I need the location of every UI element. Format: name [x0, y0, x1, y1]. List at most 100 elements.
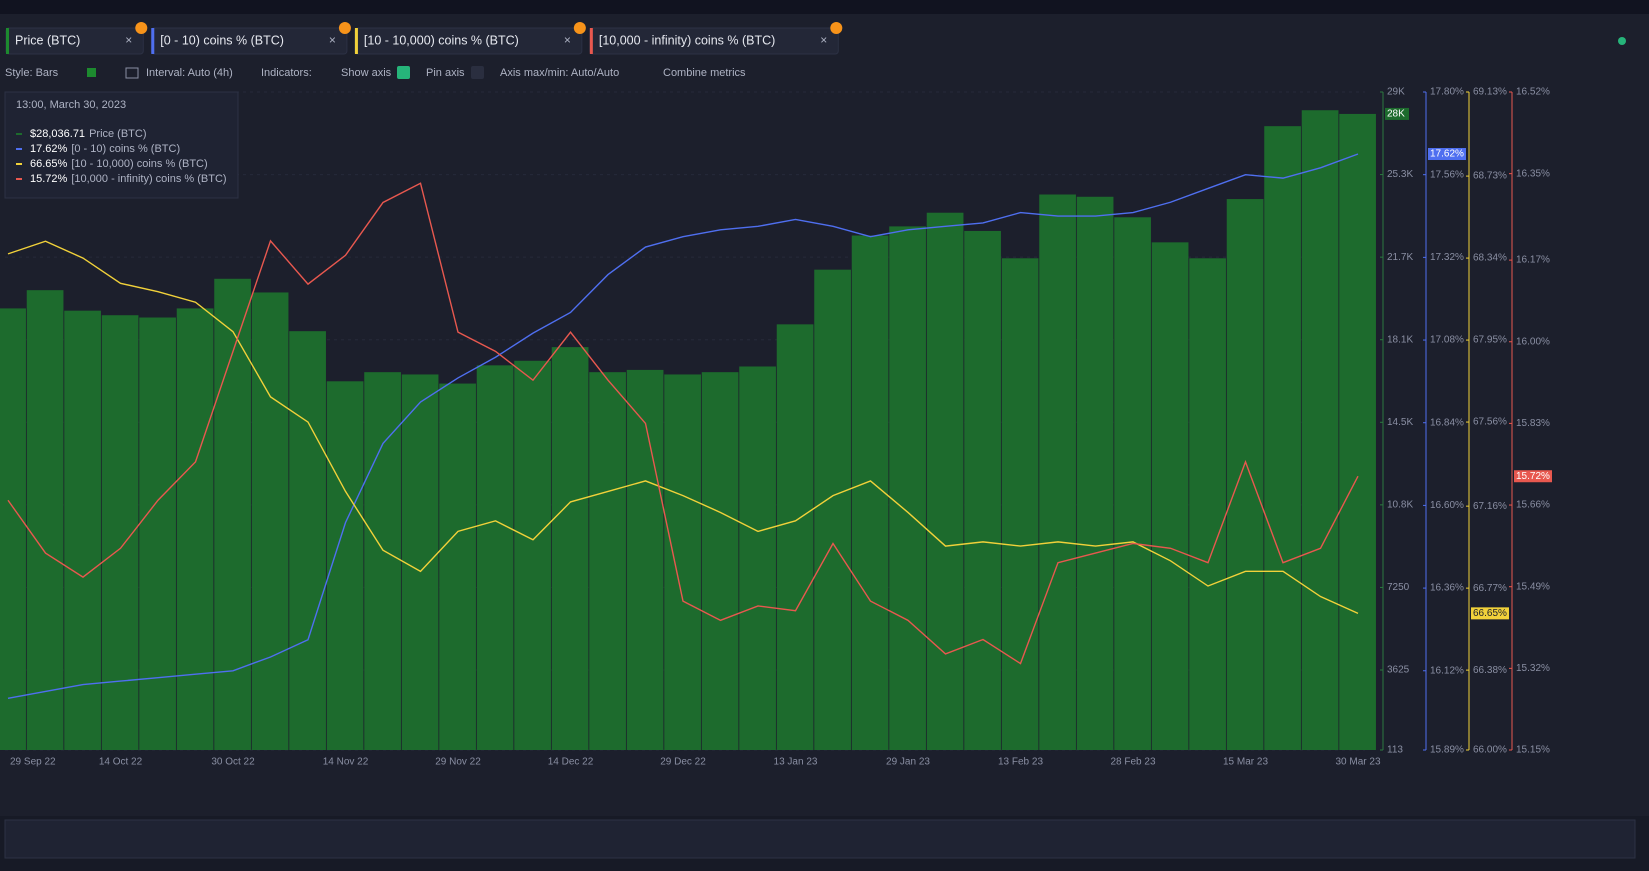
tab-label: Price (BTC)	[15, 33, 80, 47]
y-tick-label: 66.38%	[1473, 665, 1507, 676]
tab-color	[354, 28, 358, 54]
y-tick-label: 25.3K	[1387, 169, 1413, 180]
legend-value: 66.65%	[30, 158, 68, 170]
metric-tab[interactable]: [0 - 10) coins % (BTC) ×	[150, 22, 351, 55]
x-tick-label: 15 Mar 23	[1223, 757, 1268, 768]
y-tick-label: 29K	[1387, 87, 1405, 98]
y-tick-label: 66.77%	[1473, 583, 1507, 594]
tab-close[interactable]: ×	[820, 33, 827, 47]
tab-close[interactable]: ×	[125, 33, 132, 47]
style-control[interactable]: Style: Bars	[5, 67, 59, 79]
bar	[1076, 196, 1114, 750]
show-axis-label[interactable]: Show axis	[341, 67, 392, 79]
metric-tab[interactable]: Price (BTC) ×	[5, 22, 148, 55]
y-tick-label: 16.12%	[1430, 665, 1464, 676]
x-tick-label: 28 Feb 23	[1110, 757, 1155, 768]
y-tick-label: 67.16%	[1473, 501, 1507, 512]
bar	[664, 374, 701, 750]
bar	[1264, 126, 1301, 751]
combine-metrics[interactable]: Combine metrics	[663, 67, 746, 79]
indicators-control[interactable]: Indicators:	[261, 67, 312, 79]
tab-close[interactable]: ×	[329, 33, 336, 47]
pin-axis-label[interactable]: Pin axis	[426, 67, 465, 79]
bar	[964, 230, 1001, 751]
last-value-label: 17.62%	[1430, 149, 1464, 160]
bar	[1189, 258, 1226, 750]
last-value-badge	[1514, 470, 1552, 483]
x-tick-label: 14 Oct 22	[99, 757, 143, 768]
color-swatch[interactable]	[87, 68, 96, 77]
navigator[interactable]	[4, 819, 1636, 859]
y-tick-label: 14.5K	[1387, 417, 1413, 428]
y-tick-label: 17.56%	[1430, 169, 1464, 180]
tab-label: [10,000 - infinity) coins % (BTC)	[599, 33, 775, 47]
legend-value: 17.62%	[30, 143, 68, 155]
tab-close[interactable]: ×	[564, 33, 571, 47]
show-axis-checkbox[interactable]	[397, 66, 410, 79]
axis-maxmin-control[interactable]: Axis max/min: Auto/Auto	[500, 67, 619, 79]
interval-icon	[125, 67, 139, 79]
x-tick-label: 29 Nov 22	[435, 757, 481, 768]
y-tick-label: 67.95%	[1473, 335, 1507, 346]
y-tick-label: 68.34%	[1473, 253, 1507, 264]
bar	[1001, 258, 1039, 750]
pin-axis-checkbox[interactable]	[471, 66, 484, 79]
metric-tab[interactable]: [10 - 10,000) coins % (BTC) ×	[354, 22, 586, 55]
legend-name: [10 - 10,000) coins % (BTC)	[71, 158, 207, 170]
status-dot	[1618, 37, 1626, 45]
bar	[1301, 110, 1339, 751]
legend-name: [10,000 - infinity) coins % (BTC)	[71, 173, 226, 185]
tooltip-box	[4, 91, 239, 199]
x-tick-label: 30 Mar 23	[1335, 757, 1380, 768]
bar	[1339, 113, 1376, 750]
last-value-label: 15.72%	[1516, 471, 1550, 482]
last-value-label: 66.65%	[1473, 608, 1507, 619]
interval-control[interactable]: Interval: Auto (4h)	[146, 67, 233, 79]
series-line	[7, 153, 1359, 700]
legend-value: $28,036.71	[30, 128, 85, 140]
last-value-badge	[1471, 607, 1509, 620]
y-tick-label: 113	[1387, 745, 1403, 756]
bar	[1151, 242, 1189, 750]
coin-icon	[830, 22, 843, 34]
bar	[26, 290, 64, 750]
y-tick-label: 15.89%	[1430, 745, 1464, 756]
bar	[551, 347, 589, 750]
x-tick-label: 13 Feb 23	[998, 757, 1043, 768]
x-tick-label: 29 Jan 23	[886, 757, 930, 768]
y-tick-label: 15.83%	[1516, 418, 1550, 429]
coin-icon	[573, 22, 586, 34]
bar	[776, 324, 814, 750]
tabs: Price (BTC) × [0 - 10) coins % (BTC) × [10 -…	[5, 22, 843, 55]
bar	[176, 308, 214, 750]
bar	[439, 383, 476, 750]
legend-name: [0 - 10) coins % (BTC)	[71, 143, 180, 155]
tab-label: [10 - 10,000) coins % (BTC)	[364, 33, 519, 47]
bar	[739, 366, 776, 750]
x-tick-label: 29 Dec 22	[660, 757, 706, 768]
y-tick-label: 15.15%	[1516, 745, 1550, 756]
y-tick-label: 15.49%	[1516, 581, 1550, 592]
y-tick-label: 16.35%	[1516, 168, 1550, 179]
bar	[64, 310, 101, 750]
y-tick-label: 17.80%	[1430, 87, 1464, 98]
x-tick-label: 14 Dec 22	[548, 757, 594, 768]
y-tick-label: 67.56%	[1473, 417, 1507, 428]
bar	[1226, 199, 1264, 750]
bar	[251, 292, 289, 750]
y-tick-label: 16.36%	[1430, 583, 1464, 594]
last-value-label: 28K	[1387, 109, 1405, 120]
coin-icon	[135, 22, 148, 34]
bar	[926, 212, 964, 750]
metric-tab[interactable]: [10,000 - infinity) coins % (BTC) ×	[589, 22, 843, 55]
series-line	[7, 240, 1359, 614]
y-tick-label: 21.7K	[1387, 252, 1413, 263]
y-tick-label: 7250	[1387, 582, 1410, 593]
x-tick-label: 13 Jan 23	[774, 757, 818, 768]
bar	[814, 269, 851, 750]
coin-icon	[338, 22, 351, 34]
bar	[701, 372, 739, 750]
y-tick-label: 18.1K	[1387, 334, 1413, 345]
